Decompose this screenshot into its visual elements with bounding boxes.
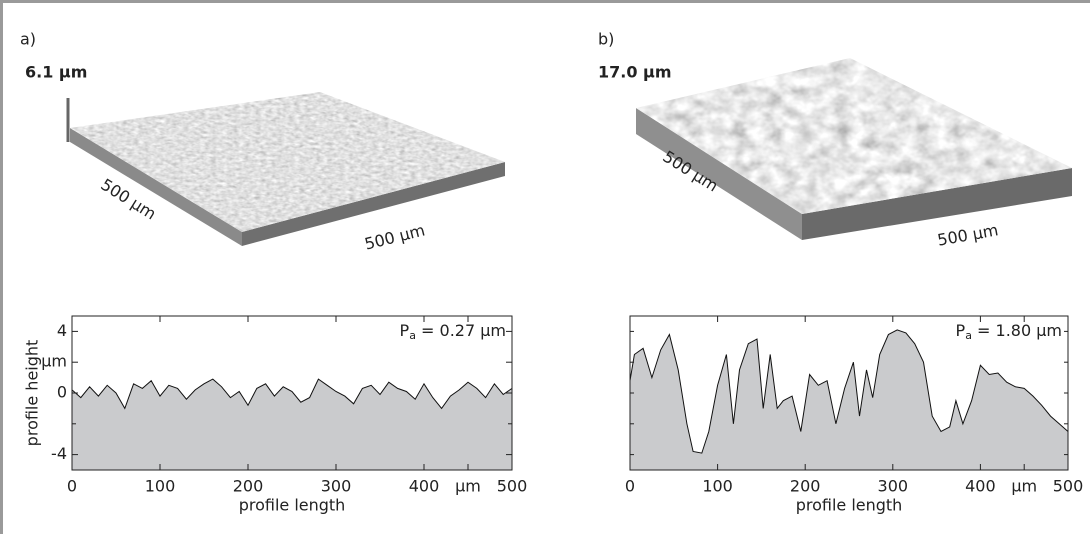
x-tick-label: µm xyxy=(1011,477,1037,496)
profile-area xyxy=(72,379,512,470)
x-tick-label: 300 xyxy=(878,477,909,496)
y-tick-label: 0 xyxy=(57,383,67,402)
annotation: Pa = 0.27 µm xyxy=(400,321,506,343)
surface-side-label: 500 µm xyxy=(363,220,427,253)
y-tick-label: 4 xyxy=(57,321,67,340)
annotation-subscript: a xyxy=(409,329,416,342)
y-axis-title: profile height xyxy=(23,340,42,447)
x-tick-label: 200 xyxy=(790,477,821,496)
x-axis-title: profile length xyxy=(796,496,903,515)
x-tick-label: 200 xyxy=(233,477,264,496)
panel-label: b) xyxy=(598,30,614,49)
surface-height: 6.1 µm xyxy=(25,63,87,82)
y-tick-label: µm xyxy=(41,352,67,371)
x-tick-label: 500 xyxy=(497,477,528,496)
x-axis-title: profile length xyxy=(239,496,346,515)
x-tick-label: µm xyxy=(455,477,481,496)
x-tick-label: 400 xyxy=(409,477,440,496)
annotation: Pa = 1.80 µm xyxy=(956,321,1062,343)
surface-a xyxy=(68,92,505,246)
annotation-subscript: a xyxy=(965,329,972,342)
annotation-symbol: P xyxy=(956,321,966,340)
x-tick-label: 500 xyxy=(1053,477,1084,496)
x-tick-label: 0 xyxy=(625,477,635,496)
annotation-symbol: P xyxy=(400,321,410,340)
x-tick-label: 100 xyxy=(145,477,176,496)
x-tick-label: 300 xyxy=(321,477,352,496)
annotation-text: = 0.27 µm xyxy=(416,321,506,340)
page: {"chart_data": [ {"type": "area", "panel… xyxy=(0,0,1090,534)
surface-height: 17.0 µm xyxy=(598,63,672,82)
surface-side-label: 500 µm xyxy=(936,220,1000,249)
x-tick-label: 0 xyxy=(67,477,77,496)
panel-label: a) xyxy=(20,30,36,49)
figure: 0100200300400µm500-40µm4profile lengthpr… xyxy=(0,0,1090,534)
profile-area xyxy=(630,330,1068,470)
x-tick-label: 100 xyxy=(702,477,733,496)
x-tick-label: 400 xyxy=(965,477,996,496)
annotation-text: = 1.80 µm xyxy=(972,321,1062,340)
y-tick-label: -4 xyxy=(51,444,67,463)
surface-b xyxy=(636,58,1072,240)
